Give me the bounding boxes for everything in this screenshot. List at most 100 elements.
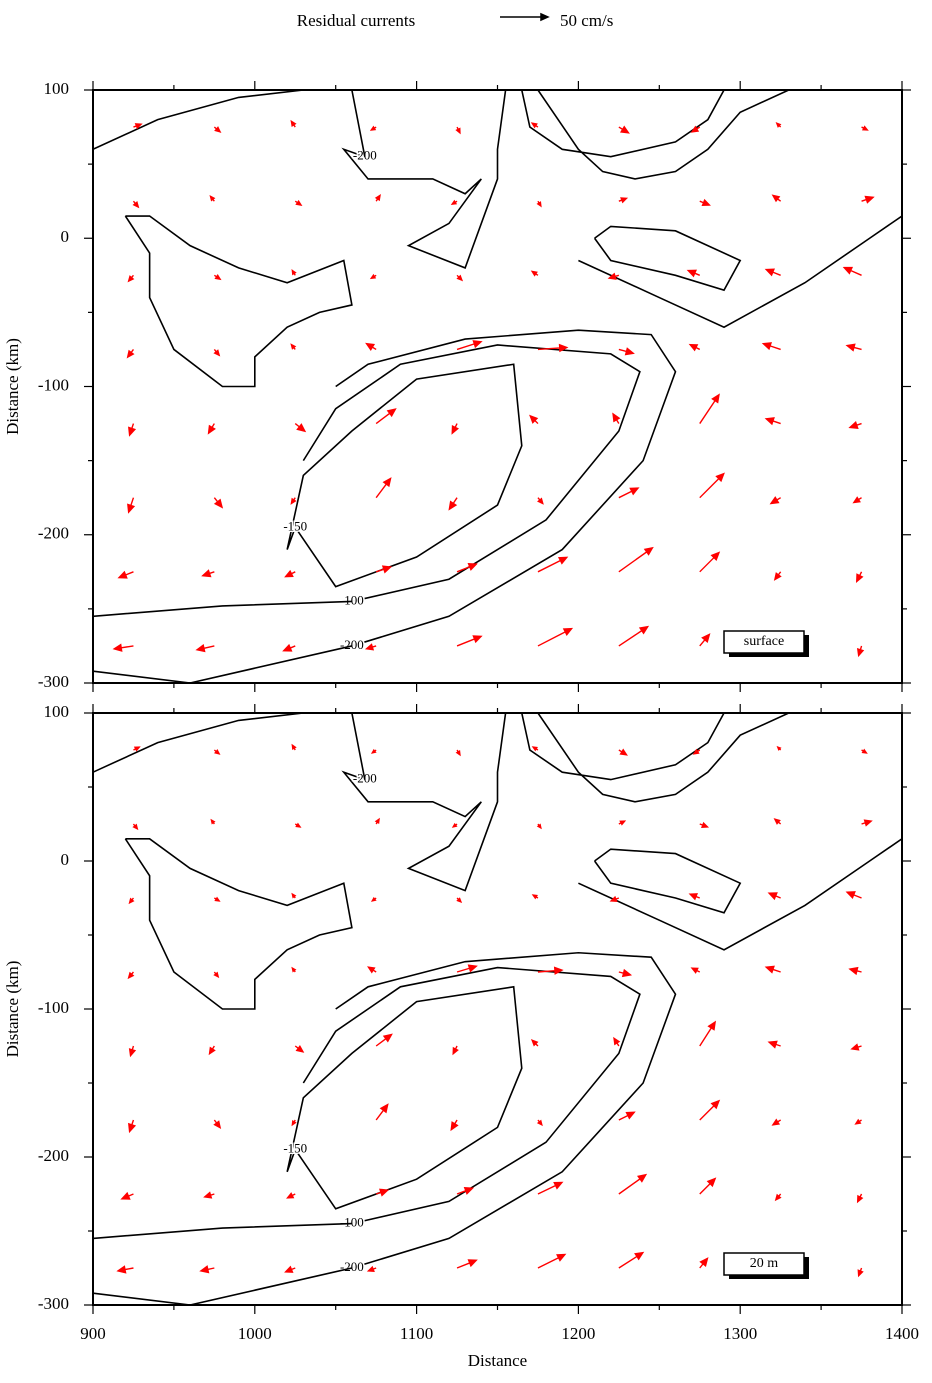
- current-vector: [290, 497, 297, 505]
- depth-contour: [341, 90, 507, 269]
- current-vector: [213, 274, 222, 281]
- current-vector: [529, 414, 539, 425]
- current-vector: [536, 200, 542, 208]
- current-vector: [128, 897, 135, 905]
- current-vector: [291, 1119, 297, 1127]
- contour-label: -150: [283, 518, 307, 533]
- current-vector: [456, 1259, 478, 1269]
- current-vector: [618, 968, 633, 978]
- y-tick-label: 0: [61, 850, 70, 869]
- depth-contour: [124, 215, 353, 388]
- current-vector: [774, 1193, 782, 1202]
- current-vector: [618, 546, 654, 573]
- current-vector: [764, 965, 781, 974]
- x-tick-label: 1400: [885, 1324, 919, 1343]
- current-vector: [282, 643, 296, 652]
- depth-contour: [335, 329, 677, 647]
- current-vector: [375, 565, 393, 574]
- current-vector: [618, 748, 628, 756]
- plot-area: -150-100-200-200: [93, 713, 902, 1305]
- title: Residual currents: [297, 11, 416, 30]
- current-vector: [133, 123, 143, 130]
- current-vector: [764, 268, 781, 277]
- current-vector: [365, 342, 377, 352]
- current-vector: [284, 1265, 296, 1273]
- current-vector: [127, 274, 135, 283]
- reference-label: 50 cm/s: [560, 11, 613, 30]
- depth-contour: [93, 645, 353, 683]
- current-vector: [771, 194, 782, 203]
- current-vector: [537, 1181, 564, 1195]
- current-vector: [451, 822, 458, 828]
- current-vector: [848, 966, 862, 976]
- contour-label: -200: [340, 1259, 364, 1274]
- current-vector: [537, 497, 544, 505]
- current-vector: [290, 343, 297, 350]
- current-vector: [699, 551, 721, 573]
- current-vector: [294, 199, 303, 206]
- current-vector: [451, 423, 460, 435]
- depth-contour: [302, 966, 641, 1225]
- current-vector: [120, 1191, 134, 1200]
- y-axis-label: Distance (km): [3, 961, 22, 1058]
- depth-contour: [93, 90, 366, 157]
- current-vector: [452, 1045, 459, 1056]
- current-vector: [699, 198, 711, 207]
- current-vector: [132, 823, 139, 831]
- current-vector: [370, 748, 377, 754]
- current-vector: [767, 892, 781, 901]
- current-vector: [767, 1040, 781, 1049]
- current-vector: [852, 496, 862, 504]
- current-vector: [210, 818, 216, 825]
- current-vector: [537, 966, 564, 975]
- current-vector: [127, 497, 136, 514]
- current-vector: [854, 1118, 862, 1125]
- current-vector: [531, 894, 539, 900]
- current-vector: [699, 821, 710, 828]
- current-vector: [448, 497, 458, 511]
- panel-label: surface: [744, 634, 784, 649]
- current-vector: [699, 472, 725, 499]
- current-vector: [374, 194, 381, 202]
- current-vector: [857, 1267, 864, 1278]
- current-vector: [618, 820, 627, 826]
- current-vector: [456, 563, 478, 573]
- current-vector: [132, 200, 140, 209]
- current-vector: [699, 1099, 721, 1121]
- depth-contour: [578, 215, 902, 329]
- y-axis-label: Distance (km): [3, 338, 22, 435]
- current-vector: [775, 122, 782, 128]
- current-vector: [686, 269, 701, 278]
- current-vector: [456, 897, 463, 904]
- current-vector: [699, 633, 711, 647]
- current-vector: [699, 1177, 717, 1195]
- x-tick-label: 1300: [723, 1324, 757, 1343]
- current-vector: [850, 1043, 862, 1051]
- reference-arrow: [500, 12, 550, 22]
- current-vector: [861, 819, 873, 827]
- current-vector: [536, 823, 542, 830]
- current-vector: [128, 423, 137, 437]
- current-vector: [286, 1192, 296, 1199]
- current-vector: [530, 122, 539, 129]
- current-vector: [618, 1251, 645, 1269]
- current-vector: [213, 748, 221, 755]
- current-vector: [771, 1118, 782, 1126]
- depth-contour: [93, 1222, 352, 1240]
- y-tick-label: -100: [38, 375, 69, 394]
- current-vector: [195, 643, 215, 653]
- current-vector: [209, 195, 216, 202]
- current-vector: [618, 197, 629, 204]
- current-vector: [537, 627, 574, 647]
- current-vector: [455, 749, 461, 757]
- current-vector: [375, 1033, 393, 1047]
- x-tick-label: 1000: [238, 1324, 272, 1343]
- current-vector: [375, 477, 392, 499]
- depth-contour: [520, 713, 902, 803]
- current-vector: [618, 347, 635, 356]
- current-vector: [456, 635, 483, 647]
- current-vector: [291, 269, 297, 276]
- current-vector: [450, 1119, 459, 1132]
- current-vector: [294, 822, 302, 828]
